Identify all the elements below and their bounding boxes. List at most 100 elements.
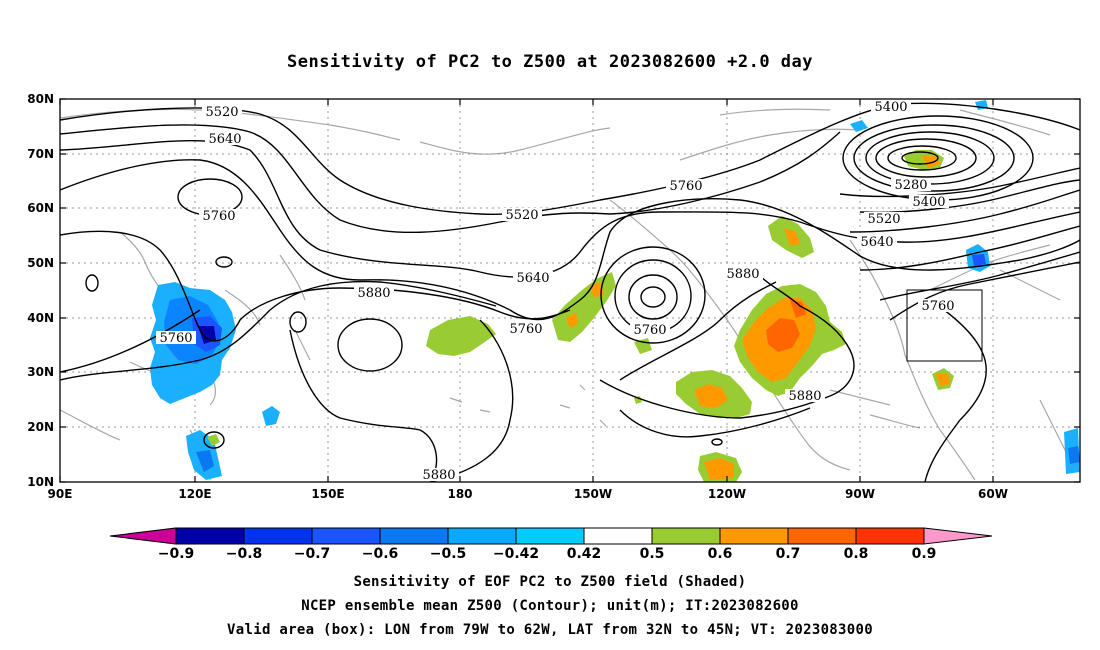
contour-label: 5760 — [159, 331, 192, 346]
map-frame — [59, 98, 1081, 483]
colorbar-swatch — [583, 527, 653, 545]
darkorange-patch — [790, 300, 806, 318]
lat-tick-label: 40N — [27, 311, 54, 325]
contour-closed — [85, 274, 99, 292]
contour-labels: 5520 5640 5760 5760 5520 5640 5760 5760 5880 5880… — [156, 100, 958, 483]
orange-patch — [936, 374, 950, 386]
colorbar-label: −0.8 — [226, 546, 263, 562]
contour-line — [60, 309, 201, 373]
darkorange-patch — [766, 318, 800, 352]
contour-line — [60, 280, 497, 381]
lon-tick-label: 120E — [178, 487, 211, 501]
contour-label: 5880 — [422, 468, 455, 483]
colorbar-label: 0.6 — [708, 546, 733, 562]
orange-patch — [694, 384, 728, 408]
contour-line — [924, 299, 987, 482]
contour-label-bg — [666, 179, 706, 192]
contour-label: 5280 — [894, 178, 927, 193]
contour-label-bg — [785, 389, 825, 402]
axis-ticks — [59, 98, 1080, 483]
contour-label: 5760 — [633, 323, 666, 338]
contour-closed — [640, 286, 666, 308]
blue-patch — [262, 406, 280, 426]
colorbar-swatch — [651, 527, 721, 545]
green-patch — [207, 434, 220, 446]
contour-label-bg — [199, 209, 239, 222]
figure-title: Sensitivity of PC2 to Z500 at 2023082600… — [286, 52, 813, 72]
colorbar: −0.9 −0.8 −0.7 −0.6 −0.5 −0.42 0.42 0.5 0.6 0.7 0.… — [109, 527, 993, 562]
contour-line — [599, 275, 855, 419]
lon-tick-label: 180 — [447, 487, 472, 501]
contour-closed — [853, 124, 1015, 192]
valid-area-box — [906, 289, 983, 362]
contour-closed — [215, 256, 233, 268]
lon-tick-label: 120W — [708, 487, 746, 501]
orange-patch — [704, 458, 734, 480]
colorbar-label: −0.42 — [493, 546, 539, 562]
colorbar-swatch — [379, 527, 449, 545]
contour-label-bg — [630, 323, 670, 336]
lat-tick-label: 70N — [27, 147, 54, 161]
contour-line — [619, 407, 811, 438]
colorbar-swatch — [515, 527, 585, 545]
colorbar-label: 0.5 — [640, 546, 665, 562]
contour-label: 5880 — [726, 267, 759, 282]
contour-line — [839, 167, 1080, 198]
contour-line — [889, 261, 1080, 321]
green-patch — [634, 338, 652, 354]
lon-tick-label: 150W — [574, 487, 612, 501]
negative-sensitivity — [150, 100, 1080, 480]
contour-label: 5400 — [912, 195, 945, 210]
caption-line-3: Valid area (box): LON from 79W to 62W, L… — [227, 622, 873, 638]
contour-label-bg — [354, 286, 394, 299]
colorbar-swatch — [175, 527, 245, 545]
contour-label-bg — [723, 267, 763, 280]
contour-closed — [289, 311, 307, 333]
green-patch — [552, 272, 616, 342]
colorbar-swatch — [447, 527, 517, 545]
positive-sensitivity — [207, 150, 954, 482]
colorbar-label: 0.7 — [776, 546, 801, 562]
colorbar-label: −0.5 — [430, 546, 467, 562]
contour-label-bg — [871, 100, 911, 113]
contour-label: 5880 — [357, 286, 390, 301]
contour-closed — [901, 151, 939, 165]
contour-line — [60, 230, 571, 342]
contour-label: 5640 — [860, 235, 893, 250]
contour-label: 5760 — [669, 179, 702, 194]
orange-patch — [922, 156, 940, 168]
orange-patch — [784, 228, 800, 246]
contour-label-bg — [513, 271, 553, 284]
colorbar-label: −0.9 — [158, 546, 195, 562]
colorbar-label: −0.6 — [362, 546, 399, 562]
contour-label-bg — [202, 105, 242, 118]
lat-tick-label: 80N — [27, 92, 54, 106]
contour-label-bg — [857, 235, 897, 248]
colorbar-swatch — [719, 527, 789, 545]
contour-line — [849, 189, 1080, 233]
contour-closed — [887, 145, 957, 171]
contour-label: 5640 — [516, 271, 549, 286]
lon-tick-label: 150E — [311, 487, 344, 501]
contour-label-bg — [864, 212, 904, 225]
contour-label: 5760 — [921, 299, 954, 314]
contour-label: 5760 — [202, 209, 235, 224]
colorbar-label: −0.7 — [294, 546, 331, 562]
colorbar-label: 0.8 — [844, 546, 869, 562]
lat-tick-label: 60N — [27, 201, 54, 215]
contour-closed — [875, 138, 977, 178]
colorbar-high-arrow — [923, 527, 993, 545]
contour-closed — [628, 274, 678, 320]
caption-line-2: NCEP ensemble mean Z500 (Contour); unit(… — [301, 598, 799, 614]
contour-closed — [203, 431, 225, 449]
lon-tick-label: 90W — [845, 487, 875, 501]
contour-label: 5640 — [208, 132, 241, 147]
contour-line — [429, 319, 514, 482]
blue-patch — [198, 326, 216, 344]
contour-label: 5760 — [509, 322, 542, 337]
blue-patch — [972, 254, 986, 266]
green-patch — [426, 316, 496, 356]
contour-label-bg — [419, 468, 459, 481]
